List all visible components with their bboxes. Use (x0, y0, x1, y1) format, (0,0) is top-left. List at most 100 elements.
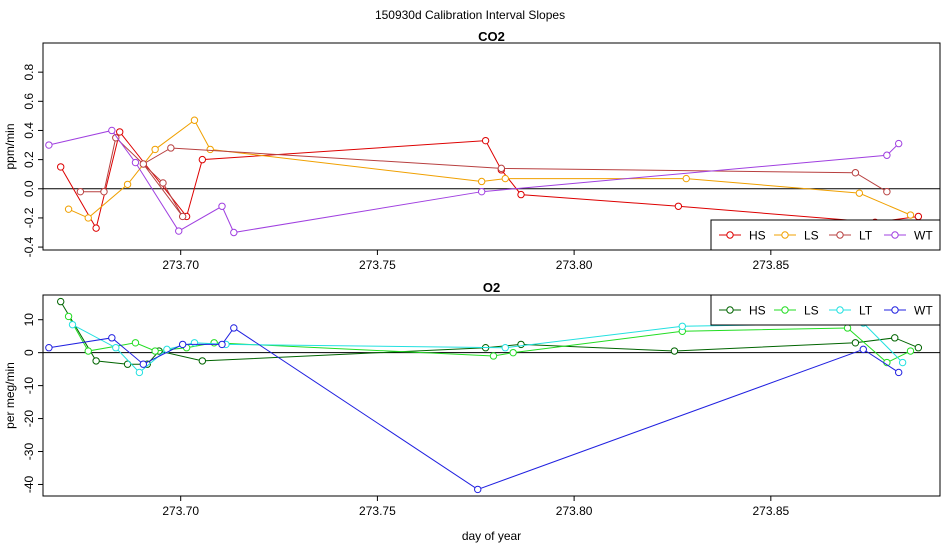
data-point-lt (112, 344, 120, 352)
data-point-ls (855, 189, 864, 197)
panel-0-y-tick-label: 0.4 (22, 122, 36, 139)
data-point-wt (474, 485, 482, 494)
series-line-lt (72, 322, 903, 374)
panel-0-title: CO2 (478, 29, 505, 44)
legend-label-lt: LT (859, 304, 873, 318)
panel-0-y-tick-label: 0.6 (22, 93, 36, 110)
data-point-wt (894, 139, 903, 148)
legend-marker-lt (836, 306, 844, 314)
panel-1-series-ls (64, 312, 915, 367)
data-point-hs (481, 136, 490, 145)
data-point-hs (670, 347, 679, 355)
data-point-lt (135, 368, 144, 377)
data-point-ls (84, 347, 92, 355)
panel-0: CO2 273.70 273.75 273.80 273.85 -0.4 -0.2 0.0 0.… (3, 29, 941, 272)
data-point-hs (198, 155, 207, 164)
legend-label-lt: LT (859, 229, 873, 243)
data-point-hs (851, 339, 860, 347)
data-point-ls (489, 352, 498, 360)
data-point-ls (131, 339, 140, 347)
data-point-lt (112, 134, 120, 142)
data-point-ls (509, 348, 517, 357)
data-point-wt (108, 126, 116, 135)
data-point-wt (230, 228, 238, 237)
panel-0-series-hs (57, 128, 923, 232)
data-point-lt (190, 339, 199, 347)
panel-0-series-wt (45, 126, 903, 237)
data-point-hs (517, 340, 525, 349)
data-point-lt (178, 212, 187, 221)
legend-label-wt: WT (914, 304, 933, 318)
data-point-ls (906, 347, 915, 355)
panel-1-y-tick-label: 0 (22, 349, 36, 356)
panel-1-legend: HS LS LT WT (710, 294, 941, 326)
panel-1-x-tick-label: 273.85 (752, 504, 789, 518)
panel-1-series-wt (45, 324, 903, 494)
panel-0-x-tick-label: 273.70 (162, 258, 199, 272)
data-point-lt (883, 187, 891, 196)
panel-1-x-tick-label: 273.75 (359, 504, 396, 518)
data-point-lt (497, 164, 506, 173)
panel-1-series-hs (57, 297, 923, 368)
panel-0-y-tick-label: 0.2 (22, 151, 36, 168)
series-line-ls (68, 316, 911, 364)
data-point-lt (76, 187, 85, 196)
data-point-wt (131, 158, 140, 167)
panel-1-y-tick-label: -40 (22, 475, 36, 493)
panel-1-x-axis-label: day of year (462, 529, 521, 543)
series-line-hs (60, 301, 919, 365)
panel-0-legend: HS LS LT WT (710, 219, 941, 251)
data-point-ls (682, 174, 690, 183)
legend-marker-ls (781, 231, 789, 239)
data-point-wt (894, 368, 903, 377)
data-point-hs (674, 202, 683, 210)
panel-0-series-lt (76, 134, 891, 221)
panel-1-series-lt (68, 319, 907, 377)
data-point-wt (175, 227, 183, 235)
data-point-ls (151, 145, 159, 154)
panel-1-x-tick-label: 273.80 (556, 504, 593, 518)
data-point-ls (477, 177, 486, 186)
panel-1: O2 273.70 273.75 273.80 273.85 -40 -30 -20 -10 0 1… (3, 280, 941, 543)
panel-1-y-tick-label: -10 (22, 377, 36, 395)
panel-0-y-tick-label: 0.8 (22, 63, 36, 80)
data-point-wt (139, 360, 148, 368)
data-point-ls (64, 205, 73, 213)
data-point-ls (84, 214, 92, 222)
data-point-lt (68, 320, 77, 329)
data-point-wt (883, 151, 891, 159)
figure-title: 150930d Calibration Interval Slopes (375, 8, 565, 22)
data-point-ls (843, 324, 852, 332)
legend-label-wt: WT (914, 229, 933, 243)
panel-1-y-tick-label: 10 (22, 313, 36, 327)
legend-marker-ls (781, 306, 789, 314)
legend-label-hs: HS (749, 304, 766, 318)
legend-marker-wt (891, 231, 899, 239)
panel-1-x-tick-label: 273.70 (162, 504, 199, 518)
data-point-wt (218, 340, 226, 349)
data-point-lt (678, 322, 687, 331)
data-point-hs (57, 297, 65, 306)
legend-label-ls: LS (804, 304, 819, 318)
data-point-lt (139, 160, 148, 168)
panel-1-y-axis-label: per meg/min (3, 362, 17, 429)
panel-1-plot-box (42, 294, 941, 497)
data-point-lt (898, 358, 907, 367)
data-point-hs (57, 163, 65, 171)
series-line-lt (80, 136, 888, 217)
data-point-ls (190, 116, 199, 124)
legend-marker-lt (836, 231, 844, 239)
series-line-wt (48, 129, 900, 234)
data-point-lt (501, 344, 509, 352)
legend-marker-wt (891, 306, 899, 314)
data-point-wt (45, 141, 53, 149)
data-point-wt (218, 202, 226, 210)
data-point-lt (100, 187, 108, 196)
data-point-hs (92, 357, 100, 365)
legend-marker-hs (726, 231, 734, 239)
data-point-ls (501, 174, 509, 183)
data-point-wt (230, 324, 238, 332)
panel-0-series-ls (64, 116, 915, 222)
data-point-ls (206, 145, 214, 154)
